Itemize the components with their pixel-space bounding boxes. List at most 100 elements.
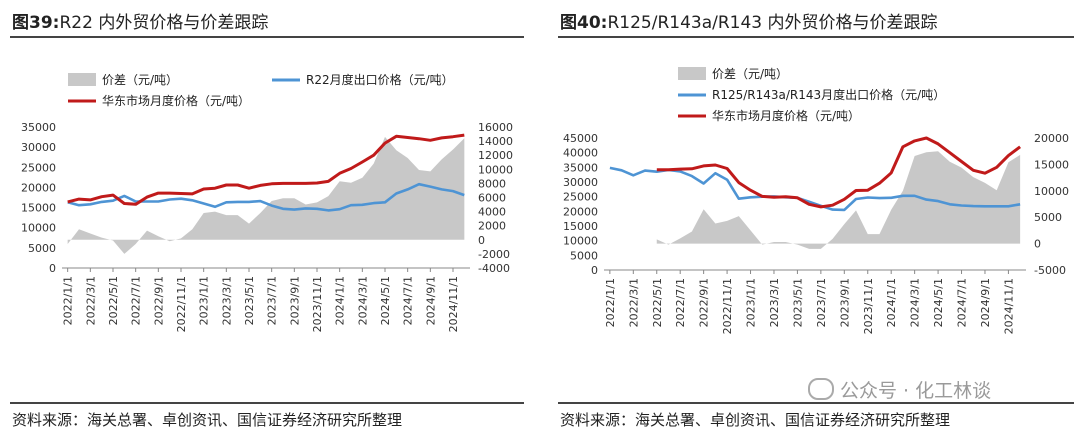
- figure-title-text: R22 内外贸价格与价差跟踪: [59, 13, 269, 33]
- figure-number: 图39:: [12, 13, 60, 33]
- x-axis-tick-label: 2022/11/1: [721, 278, 734, 334]
- right-axis-tick-label: 0: [478, 234, 485, 247]
- x-axis-tick-label: 2024/3/1: [356, 276, 369, 325]
- line-series-1: [609, 166, 1021, 212]
- x-axis-tick-label: 2024/11/1: [1002, 278, 1015, 334]
- legend-label: 华东市场月度价格（元/吨）: [712, 108, 860, 123]
- x-axis-tick-label: 2024/7/1: [402, 276, 415, 325]
- r125-chart-svg: 0500010000150002000025000300003500040000…: [563, 67, 1069, 334]
- x-axis-tick-label: 2022/9/1: [152, 276, 165, 325]
- left-axis-tick-label: 25000: [21, 161, 56, 174]
- legend-swatch-area: [678, 67, 706, 80]
- x-axis-tick-label: 2023/9/1: [288, 276, 301, 325]
- x-axis-tick-label: 2023/1/1: [198, 276, 211, 325]
- spread-area-series: [656, 151, 1021, 249]
- x-axis-tick-label: 2024/9/1: [979, 278, 992, 327]
- legend-label: 价差（元/吨）: [712, 67, 788, 81]
- left-axis-tick-label: 35000: [563, 161, 598, 174]
- chart-panel-r125: 图40:R125/R143a/R143 内外贸价格与价差跟踪 0 5000 1000…: [548, 0, 1080, 445]
- x-axis-tick-label: 2023/3/1: [220, 276, 233, 325]
- chart-title: 图39:R22 内外贸价格与价差跟踪: [12, 8, 268, 33]
- right-axis-tick-label: 5000: [1034, 211, 1062, 224]
- right-axis-tick-label: 10000: [1034, 185, 1069, 198]
- legend-label: R125/R143a/R143月度出口价格（元/吨）: [712, 87, 945, 102]
- watermark: 公众号 · 化工林谈: [808, 376, 991, 403]
- x-axis-tick-label: 2022/5/1: [651, 278, 664, 327]
- x-axis-tick-label: 2022/5/1: [107, 276, 120, 325]
- left-axis-tick-label: 30000: [21, 141, 56, 154]
- right-axis-tick-label: 8000: [478, 177, 506, 190]
- line-series-1: [67, 182, 465, 212]
- left-axis-tick-label: 10000: [21, 222, 56, 235]
- left-axis-tick-label: 20000: [563, 205, 598, 218]
- legend-label: 价差（元/吨）: [102, 73, 178, 87]
- left-axis-tick-label: 5000: [570, 249, 598, 262]
- right-axis-tick-label: 2000: [478, 220, 506, 233]
- right-axis-tick-label: -5000: [1034, 264, 1066, 277]
- source-note: 资料来源：海关总署、卓创资讯、国信证券经济研究所整理: [12, 411, 403, 429]
- x-axis-tick-label: 2022/3/1: [627, 278, 640, 327]
- right-axis-tick-label: 12000: [478, 149, 513, 162]
- figure-number: 图40:: [560, 13, 608, 33]
- right-axis-tick-label: 15000: [1034, 158, 1069, 171]
- right-axis-tick-label: 6000: [478, 192, 506, 205]
- x-axis-tick-label: 2023/11/1: [862, 278, 875, 334]
- line-series-2: [656, 136, 1022, 209]
- x-axis-tick-label: 2022/1/1: [604, 278, 617, 327]
- x-axis-tick-label: 2023/3/1: [768, 278, 781, 327]
- spread-area-series: [67, 136, 465, 254]
- x-axis-tick-label: 2024/1/1: [334, 276, 347, 325]
- right-axis-tick-label: 16000: [478, 121, 513, 134]
- right-axis-tick-label: 14000: [478, 135, 513, 148]
- chart-title: 图40:R125/R143a/R143 内外贸价格与价差跟踪: [560, 8, 938, 33]
- right-axis-tick-label: 20000: [1034, 132, 1069, 145]
- x-axis-tick-label: 2022/11/1: [175, 276, 188, 332]
- x-axis-tick-label: 2023/11/1: [311, 276, 324, 332]
- watermark-text: 公众号 · 化工林谈: [840, 380, 992, 402]
- legend-label: 华东市场月度价格（元/吨）: [102, 93, 250, 108]
- figure-title-text: R125/R143a/R143 内外贸价格与价差跟踪: [607, 13, 938, 33]
- x-axis-tick-label: 2023/7/1: [815, 278, 828, 327]
- r22-chart-svg: 05000100001500020000250003000035000-4000…: [21, 72, 513, 332]
- x-axis-tick-label: 2024/1/1: [885, 278, 898, 327]
- source-rule: [10, 402, 524, 404]
- legend-label: R22月度出口价格（元/吨）: [306, 72, 454, 87]
- x-axis-tick-label: 2023/5/1: [243, 276, 256, 325]
- x-axis-tick-label: 2024/7/1: [956, 278, 969, 327]
- left-axis-tick-label: 35000: [21, 121, 56, 134]
- right-axis-tick-label: 4000: [478, 206, 506, 219]
- legend-swatch-area: [68, 73, 96, 86]
- title-rule: [558, 36, 1074, 38]
- source-rule: [558, 402, 1074, 404]
- x-axis-tick-label: 2022/9/1: [698, 278, 711, 327]
- x-axis-tick-label: 2022/7/1: [130, 276, 143, 325]
- left-axis-tick-label: 30000: [563, 176, 598, 189]
- x-axis-tick-label: 2022/1/1: [62, 276, 75, 325]
- x-axis-tick-label: 2024/11/1: [447, 276, 460, 332]
- right-axis-tick-label: -2000: [478, 248, 510, 261]
- chart-panel-r22: 图39:R22 内外贸价格与价差跟踪 0 5000 10000 15000 20000 2…: [0, 0, 530, 445]
- left-axis-tick-label: 25000: [563, 191, 598, 204]
- left-axis-tick-label: 5000: [28, 242, 56, 255]
- left-axis-tick-label: 15000: [21, 202, 56, 215]
- x-axis-tick-label: 2024/3/1: [909, 278, 922, 327]
- x-axis-tick-label: 2024/9/1: [424, 276, 437, 325]
- right-axis-tick-label: 0: [1034, 238, 1041, 251]
- source-note: 资料来源：海关总署、卓创资讯、国信证券经济研究所整理: [560, 411, 951, 429]
- left-axis-tick-label: 45000: [563, 132, 598, 145]
- right-axis-tick-label: 10000: [478, 163, 513, 176]
- title-rule: [10, 36, 524, 38]
- left-axis-tick-label: 20000: [21, 181, 56, 194]
- left-axis-tick-label: 15000: [563, 220, 598, 233]
- x-axis-tick-label: 2024/5/1: [379, 276, 392, 325]
- left-axis-tick-label: 0: [591, 264, 598, 277]
- x-axis-tick-label: 2023/9/1: [838, 278, 851, 327]
- x-axis-tick-label: 2022/3/1: [84, 276, 97, 325]
- x-axis-tick-label: 2022/7/1: [674, 278, 687, 327]
- x-axis-tick-label: 2023/7/1: [266, 276, 279, 325]
- x-axis-tick-label: 2023/5/1: [791, 278, 804, 327]
- left-axis-tick-label: 10000: [563, 235, 598, 248]
- left-axis-tick-label: 0: [49, 262, 56, 275]
- x-axis-tick-label: 2023/1/1: [745, 278, 758, 327]
- line-series-2: [67, 133, 465, 206]
